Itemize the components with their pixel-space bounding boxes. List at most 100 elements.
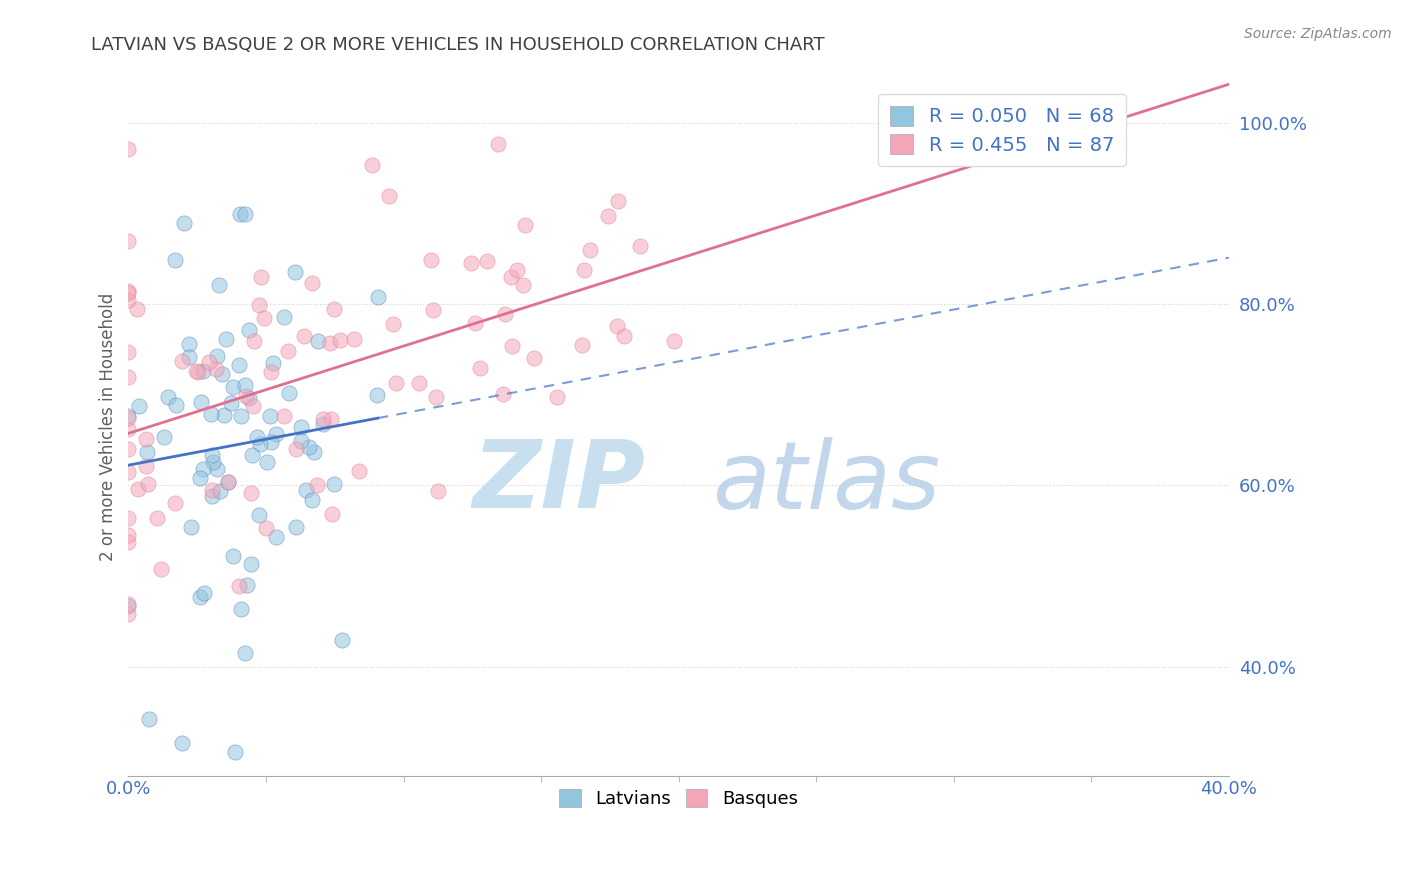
Point xyxy=(323,477,346,491)
Point xyxy=(607,194,630,208)
Point xyxy=(273,310,295,324)
Point xyxy=(385,376,408,391)
Point xyxy=(578,243,600,257)
Point xyxy=(228,579,250,593)
Point xyxy=(243,334,266,349)
Point xyxy=(301,493,323,508)
Point xyxy=(117,409,139,424)
Text: LATVIAN VS BASQUE 2 OR MORE VEHICLES IN HOUSEHOLD CORRELATION CHART: LATVIAN VS BASQUE 2 OR MORE VEHICLES IN … xyxy=(91,36,825,54)
Point xyxy=(117,411,139,425)
Point xyxy=(228,358,250,372)
Point xyxy=(117,234,139,248)
Point xyxy=(117,597,139,611)
Point xyxy=(247,508,270,522)
Point xyxy=(321,507,343,521)
Point xyxy=(290,434,312,449)
Point xyxy=(501,339,523,353)
Point xyxy=(221,380,243,394)
Point xyxy=(319,411,342,425)
Point xyxy=(163,496,186,510)
Point xyxy=(571,338,593,352)
Point xyxy=(198,354,221,368)
Point xyxy=(515,218,537,232)
Point xyxy=(127,482,149,496)
Point xyxy=(221,396,243,410)
Point xyxy=(464,316,486,330)
Point xyxy=(215,332,238,346)
Point xyxy=(201,448,224,462)
Point xyxy=(628,239,651,253)
Point xyxy=(491,387,513,401)
Point xyxy=(117,607,139,622)
Point xyxy=(295,483,318,497)
Point xyxy=(125,301,148,316)
Point xyxy=(546,391,568,405)
Point xyxy=(217,475,239,489)
Point xyxy=(460,256,482,270)
Point xyxy=(188,471,211,485)
Point xyxy=(468,361,491,376)
Point xyxy=(249,436,271,450)
Point xyxy=(330,633,353,648)
Legend: Latvians, Basques: Latvians, Basques xyxy=(553,781,806,815)
Point xyxy=(231,602,253,616)
Point xyxy=(238,323,260,337)
Point xyxy=(193,462,215,476)
Point xyxy=(117,535,139,549)
Point xyxy=(117,345,139,359)
Point xyxy=(360,159,382,173)
Point xyxy=(117,286,139,301)
Point xyxy=(366,388,388,402)
Point xyxy=(156,390,179,404)
Point xyxy=(285,442,308,457)
Point xyxy=(163,252,186,267)
Point xyxy=(250,269,273,284)
Point xyxy=(117,142,139,156)
Point xyxy=(329,333,352,347)
Point xyxy=(266,426,288,441)
Point xyxy=(228,207,250,221)
Point xyxy=(506,263,529,277)
Point xyxy=(606,318,628,333)
Point xyxy=(239,558,262,572)
Point xyxy=(420,252,443,267)
Point xyxy=(236,578,259,592)
Point xyxy=(135,459,157,474)
Point xyxy=(367,290,389,304)
Point xyxy=(284,265,307,279)
Point xyxy=(117,284,139,298)
Point xyxy=(193,585,215,599)
Point xyxy=(378,189,401,203)
Point xyxy=(242,399,264,413)
Point xyxy=(235,646,257,660)
Point xyxy=(307,334,329,349)
Point xyxy=(305,477,328,491)
Point xyxy=(343,332,366,346)
Point xyxy=(170,736,193,750)
Point xyxy=(572,263,595,277)
Point xyxy=(613,329,636,343)
Point xyxy=(205,362,228,376)
Point xyxy=(205,350,228,364)
Point xyxy=(259,409,281,424)
Point xyxy=(426,484,449,499)
Point xyxy=(322,301,344,316)
Text: Source: ZipAtlas.com: Source: ZipAtlas.com xyxy=(1244,27,1392,41)
Point xyxy=(150,562,173,576)
Point xyxy=(264,530,287,544)
Point xyxy=(312,417,335,432)
Point xyxy=(318,335,340,350)
Point xyxy=(117,511,139,525)
Point xyxy=(475,254,498,268)
Point xyxy=(262,356,284,370)
Point xyxy=(201,489,224,503)
Point xyxy=(381,317,404,331)
Point xyxy=(146,511,169,525)
Point xyxy=(200,483,222,497)
Point xyxy=(136,476,159,491)
Point xyxy=(208,277,231,292)
Point xyxy=(240,486,263,500)
Point xyxy=(240,448,263,462)
Point xyxy=(495,307,517,321)
Point xyxy=(486,137,509,152)
